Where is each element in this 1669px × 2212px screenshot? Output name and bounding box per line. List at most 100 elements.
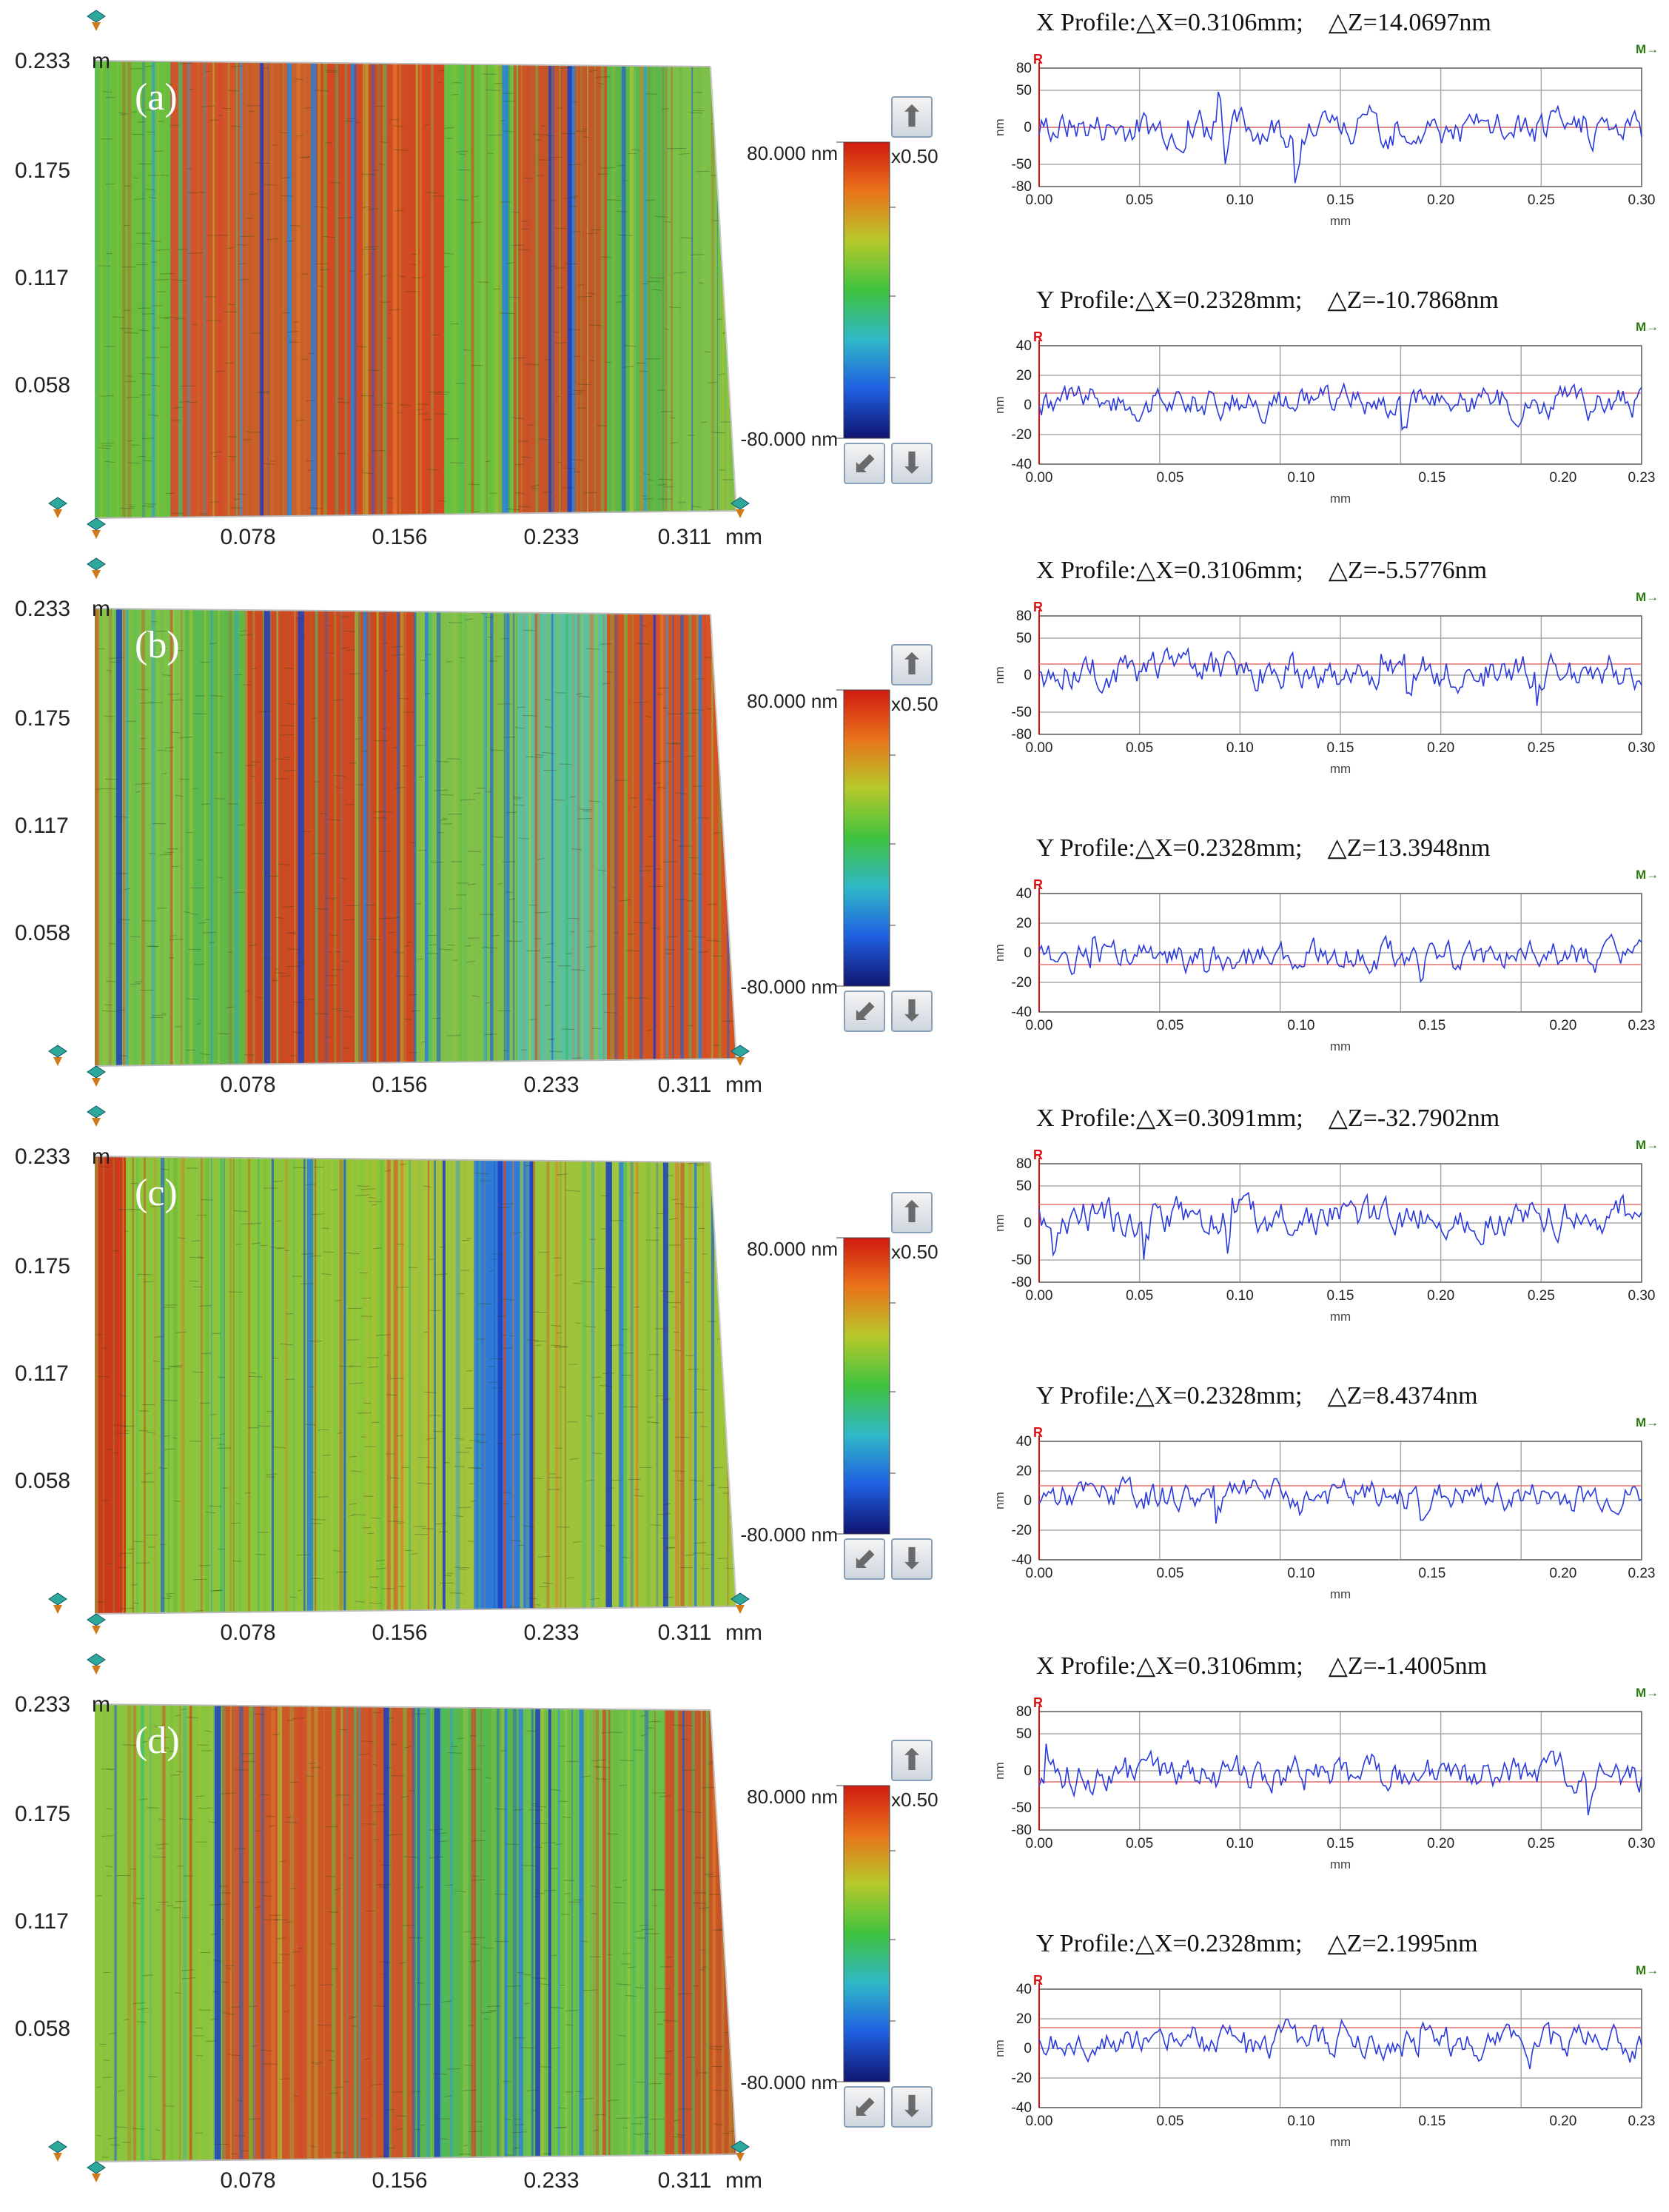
axis-handle-top-icon[interactable] <box>87 1105 106 1127</box>
scale-down-button[interactable]: ⬇ <box>891 2086 933 2128</box>
panel-letter: (a) <box>135 76 178 118</box>
y-axis-label: nm <box>993 1492 1007 1509</box>
scale-up-button[interactable]: ⬆ <box>891 1192 933 1233</box>
axis-handle-top-icon[interactable] <box>87 557 106 579</box>
y-tick-label: 20 <box>1016 1464 1032 1479</box>
panel-d: (d) 0.233 0.175 0.117 0.058 m 0.078 0.156 0.233 0… <box>0 1643 1669 2191</box>
x-tick-label: 0.20 <box>1549 1018 1576 1033</box>
y-tick-label: 0.058 <box>15 2017 70 2041</box>
x-unit-label: mm <box>725 1621 762 1643</box>
scale-up-icon: ⬆ <box>899 1196 924 1229</box>
r-marker-label: R <box>1033 52 1043 67</box>
x-tick-label: 0.15 <box>1418 1566 1445 1581</box>
y-profile-chart: R M→ 40 20 0 -20 -400.00 0.05 0.10 0.15 0.20 0.23 mm… <box>993 1415 1658 1601</box>
x-tick-label: 0.10 <box>1226 1836 1254 1851</box>
x-tick-label: 0.23 <box>1628 1018 1656 1033</box>
x-tick-label: 0.00 <box>1026 740 1053 756</box>
axis-handle-top-icon[interactable] <box>87 10 106 31</box>
x-tick-label: 0.156 <box>372 525 427 548</box>
color-scale-svg: x0.50 <box>836 1237 938 1535</box>
y-profile-chart: R M→ 40 20 0 -20 -400.00 0.05 0.10 0.15 0.20 0.23 mm… <box>993 320 1658 506</box>
x-tick-label: 0.10 <box>1226 740 1254 756</box>
y-axis-label: nm <box>993 396 1007 414</box>
scale-multiplier: x0.50 <box>891 693 938 715</box>
axis-handle-right-icon[interactable] <box>731 1592 750 1614</box>
map-bottom-edge <box>94 2154 737 2162</box>
y-axis-label: nm <box>993 944 1007 962</box>
y-axis-label: nm <box>993 666 1007 684</box>
surface-texture <box>95 1704 736 2162</box>
x-profile-chart: R M→ 80 50 0 -50 -800.00 0.05 0.10 0.15 0.20 0.25 0.… <box>993 1138 1658 1324</box>
axis-handle-left-icon[interactable] <box>48 2140 67 2162</box>
surface-map: (d) 0.233 0.175 0.117 0.058 m 0.078 0.156 0.233 0… <box>0 1643 770 2191</box>
scale-down-icon: ⬇ <box>899 1543 924 1575</box>
scale-reset-button[interactable]: ⬋ <box>844 1538 885 1580</box>
y-tick-label: 0 <box>1024 120 1032 135</box>
axis-handle-left-icon[interactable] <box>48 1045 67 1066</box>
axis-handle-left-icon[interactable] <box>48 1592 67 1614</box>
y-tick-label: 80 <box>1016 1156 1032 1172</box>
axis-handle-bottom-icon[interactable] <box>87 1065 106 1087</box>
m-marker-label: M→ <box>1636 1686 1658 1700</box>
axis-handle-right-icon[interactable] <box>731 1045 750 1066</box>
r-marker-label: R <box>1033 1147 1043 1162</box>
x-axis-label: mm <box>1330 1310 1351 1324</box>
surface-map: (b) 0.233 0.175 0.117 0.058 m 0.078 0.156 0.233 0… <box>0 548 770 1096</box>
x-profile-chart: R M→ 80 50 0 -50 -800.00 0.05 0.10 0.15 0.20 0.25 0.… <box>993 590 1658 776</box>
y-tick-label: 0.233 <box>15 1692 70 1717</box>
scale-up-icon: ⬆ <box>899 101 924 133</box>
y-tick-label: -80 <box>1012 1823 1032 1838</box>
x-tick-label: 0.15 <box>1418 1018 1445 1033</box>
axis-handle-bottom-icon[interactable] <box>87 2161 106 2182</box>
scale-up-button[interactable]: ⬆ <box>891 644 933 686</box>
scale-up-button[interactable]: ⬆ <box>891 1740 933 1781</box>
axis-handle-left-icon[interactable] <box>48 497 67 518</box>
scale-max-label: 80.000 nm <box>747 142 838 164</box>
x-tick-label: 0.233 <box>523 1073 579 1096</box>
color-scale: x0.50 ⬆ ⬋ ⬇ <box>814 1732 992 2169</box>
axis-handle-right-icon[interactable] <box>731 2140 750 2162</box>
x-tick-label: 0.233 <box>523 2168 579 2191</box>
surface-texture <box>95 1156 736 1614</box>
x-tick-label: 0.05 <box>1126 1288 1153 1304</box>
x-tick-label: 0.05 <box>1156 1018 1183 1033</box>
m-marker-label: M→ <box>1636 868 1658 882</box>
x-tick-label: 0.25 <box>1528 1288 1555 1304</box>
axis-handle-bottom-icon[interactable] <box>87 517 106 539</box>
color-scale-svg: x0.50 <box>836 141 938 439</box>
scale-reset-button[interactable]: ⬋ <box>844 2086 885 2128</box>
scale-multiplier: x0.50 <box>891 1241 938 1263</box>
panel-letter: (c) <box>135 1172 178 1214</box>
panel-letter: (b) <box>135 624 180 666</box>
x-tick-label: 0.15 <box>1418 470 1445 486</box>
scale-up-button[interactable]: ⬆ <box>891 96 933 138</box>
y-tick-label: 20 <box>1016 916 1032 931</box>
m-marker-label: M→ <box>1636 1138 1658 1152</box>
profile-column: X Profile:△X=0.3091mm; △Z=-32.7902nm R M→ 8… <box>962 1096 1669 1643</box>
axis-handle-bottom-icon[interactable] <box>87 1613 106 1635</box>
profile-trace <box>1038 1475 1642 1524</box>
axis-handle-top-icon[interactable] <box>87 1653 106 1675</box>
x-axis-label: mm <box>1330 1039 1351 1053</box>
scale-down-button[interactable]: ⬇ <box>891 443 933 484</box>
panel-a: (a) 0.233 0.175 0.117 0.058 m 0.078 0.156 0.233 0… <box>0 0 1669 548</box>
y-unit-label: m <box>92 597 110 621</box>
scale-down-button[interactable]: ⬇ <box>891 1538 933 1580</box>
y-tick-label: -80 <box>1012 1275 1032 1290</box>
x-tick-label: 0.20 <box>1427 1288 1454 1304</box>
scale-down-icon: ⬇ <box>899 995 924 1028</box>
scale-reset-icon: ⬋ <box>852 2091 877 2123</box>
y-tick-label: 80 <box>1016 61 1032 76</box>
x-tick-label: 0.00 <box>1026 1018 1053 1033</box>
scale-labels: 80.000 nm -80.000 nm <box>740 1786 838 2094</box>
axis-handle-right-icon[interactable] <box>731 497 750 518</box>
x-tick-label: 0.15 <box>1418 2114 1445 2129</box>
scale-down-button[interactable]: ⬇ <box>891 991 933 1032</box>
scale-reset-button[interactable]: ⬋ <box>844 443 885 484</box>
y-tick-label: -50 <box>1012 157 1032 172</box>
map-top-edge <box>94 1703 711 1711</box>
x-tick-label: 0.233 <box>523 1621 579 1643</box>
y-profile-chart: R M→ 40 20 0 -20 -400.00 0.05 0.10 0.15 0.20 0.23 mm… <box>993 868 1658 1053</box>
y-tick-label: 0.175 <box>15 1802 70 1826</box>
scale-reset-button[interactable]: ⬋ <box>844 991 885 1032</box>
